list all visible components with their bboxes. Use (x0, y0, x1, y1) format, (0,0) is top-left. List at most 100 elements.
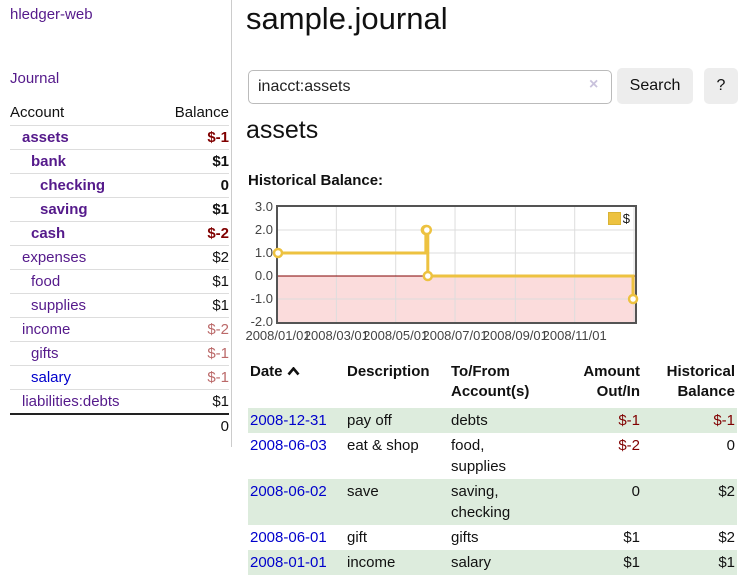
account-row: expenses $2 (10, 245, 229, 270)
account-balance: $1 (150, 197, 229, 222)
account-balance: $1 (150, 269, 229, 294)
legend-label: $ (622, 211, 630, 226)
transaction-balance: $1 (718, 554, 735, 571)
transaction-balance: $2 (718, 529, 735, 546)
y-tick-label: 2.0 (254, 222, 273, 237)
register-header-accounts: To/From Account(s) (451, 363, 530, 400)
account-link[interactable]: liabilities:debts (22, 393, 120, 410)
transaction-accounts: gifts (451, 529, 479, 546)
sidebar-item-journal[interactable]: Journal (10, 70, 60, 87)
page-title: sample.journal (246, 1, 448, 36)
account-link[interactable]: expenses (22, 249, 87, 266)
y-tick-label: 1.0 (254, 245, 273, 260)
register-header-description: Description (347, 363, 430, 380)
transaction-description: save (347, 483, 379, 500)
x-tick-label: 2008/11/01 (542, 328, 607, 343)
help-button[interactable]: ? (704, 68, 738, 104)
account-balance: $-1 (150, 365, 229, 390)
account-balance: $-1 (150, 125, 229, 150)
chart-legend: $ (605, 210, 632, 227)
register-header-amount: Amount Out/In (583, 363, 640, 400)
account-link[interactable]: salary (31, 369, 72, 386)
register-row: 2008-06-01 gift gifts $1 $2 (248, 525, 737, 550)
transaction-amount: $-1 (618, 412, 640, 429)
register-header-balance: Historical Balance (666, 363, 735, 400)
account-row: food $1 (10, 269, 229, 294)
accounts-header-account: Account (10, 104, 65, 121)
account-row: salary $-1 (10, 365, 229, 390)
chart-canvas (272, 207, 639, 322)
register-table: Date Description To/From Account(s) Amou… (248, 362, 737, 575)
account-row: cash $-2 (10, 221, 229, 246)
account-row: liabilities:debts $1 (10, 389, 229, 414)
clear-search-icon[interactable]: × (589, 76, 599, 93)
account-link[interactable]: income (22, 321, 71, 338)
transaction-date-link[interactable]: 2008-01-01 (250, 554, 327, 571)
account-balance: $1 (150, 293, 229, 318)
account-row: gifts $-1 (10, 341, 229, 366)
transaction-amount: $-2 (618, 437, 640, 454)
sidebar: hledger-web Journal Account Balance asse… (0, 0, 232, 447)
transaction-balance: $2 (718, 483, 735, 500)
account-row: assets $-1 (10, 125, 229, 150)
account-row: saving $1 (10, 197, 229, 222)
transaction-amount: 0 (631, 483, 640, 500)
account-link[interactable]: cash (31, 225, 66, 242)
y-tick-label: 0.0 (254, 268, 273, 283)
account-link[interactable]: checking (40, 177, 106, 194)
account-row: supplies $1 (10, 293, 229, 318)
transaction-description: income (347, 554, 396, 571)
account-balance: 0 (150, 173, 229, 198)
transaction-amount: $1 (623, 554, 640, 571)
transaction-description: gift (347, 529, 368, 546)
transaction-amount: $1 (623, 529, 640, 546)
transaction-accounts: debts (451, 412, 488, 429)
x-tick-label: 2008/05/01 (363, 328, 429, 343)
transaction-description: pay off (347, 412, 392, 429)
transaction-accounts: food, supplies (451, 437, 507, 475)
accounts-header-row: Account Balance (10, 102, 229, 126)
account-heading: assets (246, 116, 319, 144)
brand-link[interactable]: hledger-web (10, 6, 93, 23)
account-link[interactable]: gifts (31, 345, 59, 362)
transaction-date-link[interactable]: 2008-06-01 (250, 529, 327, 546)
account-balance: $-1 (150, 341, 229, 366)
chart-plot-area: $ (272, 205, 639, 324)
account-link[interactable]: assets (22, 129, 69, 146)
account-row: bank $1 (10, 149, 229, 174)
x-tick-label: 2008/09/01 (482, 328, 548, 343)
account-balance: $1 (150, 389, 229, 414)
accounts-header-balance: Balance (174, 104, 229, 121)
search-input[interactable] (248, 70, 612, 104)
balance-chart: 3.0 2.0 1.0 0.0 -1.0 -2.0 $ 2008/01/01 2008/03… (245, 200, 742, 355)
account-balance: $1 (150, 149, 229, 174)
register-header-date[interactable]: Date (248, 362, 345, 408)
search-button[interactable]: Search (617, 68, 693, 104)
transaction-date-link[interactable]: 2008-06-03 (250, 437, 327, 454)
account-balance: $-2 (150, 221, 229, 246)
transaction-date-link[interactable]: 2008-12-31 (250, 412, 327, 429)
accounts-table: Account Balance assets $-1 bank $1 checking 0… (10, 102, 229, 438)
x-tick-label: 2008/01/01 (245, 328, 311, 343)
transaction-accounts: salary (451, 554, 492, 571)
transaction-date-link[interactable]: 2008-06-02 (250, 483, 327, 500)
transaction-balance: 0 (726, 437, 735, 454)
register-row: 2008-01-01 income salary $1 $1 (248, 550, 737, 575)
accounts-total-row: 0 (10, 413, 229, 438)
account-link[interactable]: supplies (31, 297, 87, 314)
register-row: 2008-06-03 eat & shop food, supplies $-2 0 (248, 433, 737, 479)
account-row: checking 0 (10, 173, 229, 198)
account-balance: $2 (150, 245, 229, 270)
register-header-row: Date Description To/From Account(s) Amou… (248, 362, 737, 408)
transaction-balance: $-1 (713, 412, 735, 429)
account-link[interactable]: food (31, 273, 61, 290)
account-link[interactable]: bank (31, 153, 67, 170)
account-link[interactable]: saving (40, 201, 88, 218)
transaction-description: eat & shop (347, 437, 419, 454)
register-row: 2008-06-02 save saving, checking 0 $2 (248, 479, 737, 525)
y-tick-label: -1.0 (250, 291, 273, 306)
x-tick-label: 2008/03/01 (303, 328, 369, 343)
transaction-accounts: saving, checking (451, 483, 511, 521)
account-balance: $-2 (150, 317, 229, 342)
